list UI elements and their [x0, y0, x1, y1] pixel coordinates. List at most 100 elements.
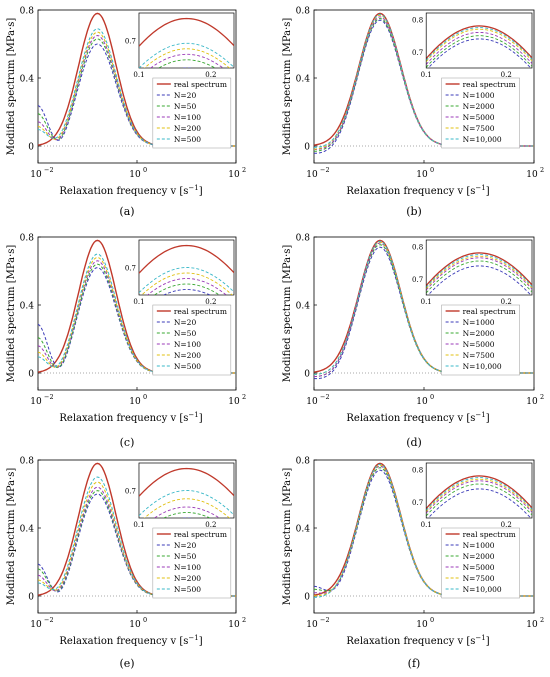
x-tick-label: 10 — [129, 620, 141, 630]
panel-caption: (f) — [408, 657, 421, 670]
legend-entry: N=2000 — [463, 102, 495, 111]
panel-caption: (b) — [406, 205, 422, 218]
x-axis-label: Relaxation frequency v [s−1] — [346, 184, 489, 197]
y-tick-label: 0.4 — [20, 75, 35, 85]
legend-entry: N=20 — [174, 541, 197, 550]
y-axis-label: Modified spectrum [MPa·s] — [282, 468, 293, 606]
x-tick-exponent: −2 — [44, 616, 54, 624]
y-tick-label: 0.8 — [20, 7, 35, 17]
x-tick-exponent: 2 — [540, 166, 544, 174]
inset-series-line — [426, 257, 533, 291]
legend-box — [441, 304, 520, 376]
series-line — [38, 34, 236, 147]
legend-entry: N=50 — [174, 552, 197, 561]
inset-series-line — [427, 265, 532, 295]
y-axis-label: Modified spectrum [MPa·s] — [282, 18, 293, 156]
inset-y-tick-label: 0.7 — [125, 488, 136, 496]
x-tick-exponent: 2 — [242, 393, 246, 401]
inset-frame — [138, 12, 235, 69]
inset-series-line — [427, 38, 532, 68]
inset-series-line — [426, 254, 533, 288]
x-tick-exponent: 0 — [430, 166, 434, 174]
inset-series-line — [426, 260, 533, 294]
y-tick-label: 0.8 — [296, 234, 311, 244]
inset-series-line — [143, 48, 230, 68]
panel-caption: (e) — [119, 657, 134, 670]
inset-series-line — [138, 42, 234, 68]
y-tick-label: 0.8 — [20, 234, 35, 244]
inset-frame — [425, 462, 533, 519]
x-tick-exponent: 2 — [242, 166, 246, 174]
inset-x-tick-label: 0.1 — [133, 521, 144, 529]
x-tick-label: 10 — [306, 620, 318, 630]
x-tick-label: 10 — [30, 397, 42, 407]
legend-entry: N=5000 — [463, 340, 495, 349]
x-tick-label: 10 — [228, 397, 240, 407]
inset-x-tick-label: 0.2 — [205, 521, 216, 529]
inset-series-line — [426, 27, 533, 61]
x-tick-label: 10 — [30, 170, 42, 180]
legend-entry: N=50 — [174, 102, 197, 111]
x-tick-exponent: 0 — [143, 166, 147, 174]
x-axis-label: Relaxation frequency v [s−1] — [346, 634, 489, 647]
x-tick-exponent: 2 — [540, 616, 544, 624]
legend-entry: N=200 — [174, 574, 201, 583]
inset-series-line — [426, 477, 533, 511]
legend-entry: N=7500 — [463, 351, 495, 360]
panel-caption: (d) — [406, 436, 422, 449]
inset-y-tick-label: 0.8 — [412, 16, 423, 24]
legend-entry: N=10,000 — [463, 135, 502, 144]
legend-entry: real spectrum — [174, 80, 227, 89]
inset-y-tick-label: 0.7 — [412, 49, 423, 57]
legend-entry: real spectrum — [463, 307, 516, 316]
inset-series-line — [138, 267, 234, 294]
inset-series-line — [146, 278, 228, 295]
inset-frame — [425, 12, 533, 69]
legend-entry: real spectrum — [463, 80, 516, 89]
x-tick-exponent: 2 — [540, 393, 544, 401]
x-tick-label: 10 — [228, 170, 240, 180]
x-tick-exponent: 2 — [242, 616, 246, 624]
inset-series-line — [426, 255, 533, 289]
x-tick-exponent: 0 — [143, 393, 147, 401]
x-tick-exponent: 0 — [430, 616, 434, 624]
legend-entry: N=1000 — [463, 318, 495, 327]
series-line — [38, 493, 236, 597]
inset-series-line — [143, 498, 230, 518]
x-tick-label: 10 — [416, 170, 428, 180]
x-tick-exponent: −2 — [320, 166, 330, 174]
legend-entry: N=100 — [174, 563, 201, 572]
y-tick-label: 0 — [304, 143, 310, 153]
y-tick-label: 0.8 — [20, 457, 35, 467]
x-tick-exponent: −2 — [44, 166, 54, 174]
inset-y-tick-label: 0.7 — [412, 276, 423, 284]
legend-entry: N=100 — [174, 113, 201, 122]
y-tick-label: 0.4 — [296, 75, 311, 85]
y-tick-label: 0.4 — [296, 302, 311, 312]
inset-series-line — [426, 31, 533, 65]
legend-entry: N=5000 — [463, 563, 495, 572]
inset-series-line — [427, 488, 532, 518]
inset-series-line — [153, 506, 221, 518]
legend-entry: N=7500 — [463, 574, 495, 583]
x-tick-label: 10 — [129, 170, 141, 180]
x-tick-exponent: −2 — [44, 393, 54, 401]
y-tick-label: 0 — [28, 143, 34, 153]
y-axis-label: Modified spectrum [MPa·s] — [6, 245, 17, 383]
legend-box — [152, 527, 232, 599]
y-tick-label: 0 — [304, 593, 310, 603]
inset-x-tick-label: 0.2 — [501, 521, 512, 529]
legend-box — [441, 527, 520, 599]
inset-x-tick-label: 0.2 — [501, 71, 512, 79]
x-tick-label: 10 — [30, 620, 42, 630]
inset-x-tick-label: 0.2 — [205, 298, 216, 306]
inset-series-line — [138, 490, 234, 517]
y-tick-label: 0 — [28, 370, 34, 380]
legend-entry: N=1000 — [463, 541, 495, 550]
x-axis-label: Relaxation frequency v [s−1] — [59, 411, 202, 424]
x-tick-exponent: −2 — [320, 393, 330, 401]
x-tick-label: 10 — [306, 397, 318, 407]
legend-entry: N=200 — [174, 351, 201, 360]
